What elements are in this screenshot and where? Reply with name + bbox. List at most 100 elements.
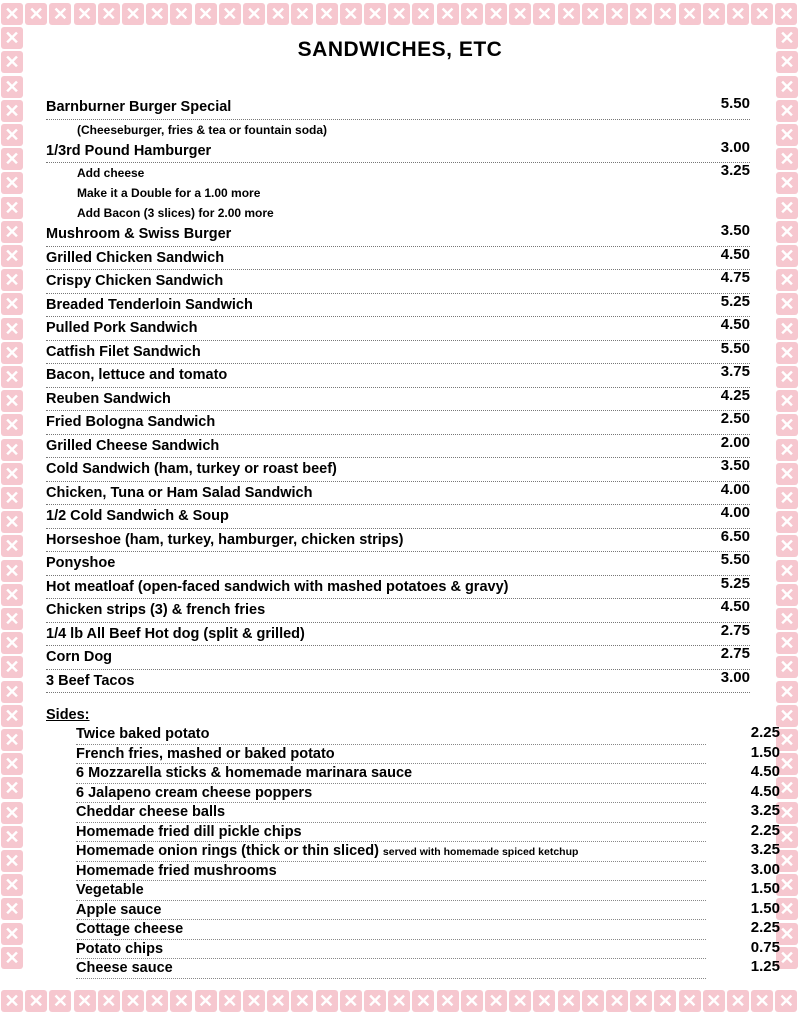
menu-item-option: Make it a Double for a 1.00 more [46, 183, 750, 203]
side-name: Homemade onion rings (thick or thin slic… [76, 843, 379, 859]
menu-item: Fried Bologna Sandwich 2.50 [46, 410, 750, 435]
side-price: 2.25 [750, 919, 780, 936]
fork-and-knife-icon: ✕ [776, 559, 798, 582]
fork-and-knife-icon: ✕ [776, 583, 798, 606]
fork-and-knife-icon: ✕ [1, 632, 23, 655]
fork-and-knife-icon: ✕ [776, 704, 798, 727]
item-name: Grilled Chicken Sandwich [46, 249, 225, 266]
fork-and-knife-icon: ✕ [1, 27, 23, 50]
side-name: Cottage cheese [76, 921, 184, 937]
item-name: Chicken, Tuna or Ham Salad Sandwich [46, 484, 313, 501]
fork-and-knife-icon: ✕ [1, 487, 23, 509]
fork-and-knife-icon: ✕ [170, 3, 193, 25]
fork-and-knife-icon: ✕ [485, 990, 507, 1012]
option-text: Make it a Double for a 1.00 more [77, 186, 261, 200]
fork-and-knife-icon: ✕ [776, 124, 798, 146]
fork-and-knife-icon: ✕ [776, 99, 798, 122]
fork-and-knife-icon: ✕ [1, 922, 23, 945]
side-item: Cheddar cheese balls 3.25 [76, 802, 780, 823]
fork-and-knife-icon: ✕ [1, 51, 23, 74]
side-item: Homemade onion rings (thick or thin slic… [76, 841, 780, 862]
fork-and-knife-icon: ✕ [1, 946, 23, 969]
fork-and-knife-icon: ✕ [776, 27, 798, 50]
fork-and-knife-icon: ✕ [460, 990, 483, 1012]
item-price: 5.50 [720, 95, 750, 112]
menu-item: Chicken, Tuna or Ham Salad Sandwich 4.00 [46, 480, 750, 505]
item-name: 1/2 Cold Sandwich & Soup [46, 508, 229, 524]
fork-and-knife-icon: ✕ [606, 3, 628, 25]
fork-and-knife-icon: ✕ [776, 148, 798, 171]
side-price: 1.50 [750, 899, 780, 917]
fork-and-knife-icon: ✕ [678, 990, 701, 1012]
fork-and-knife-icon: ✕ [1, 656, 23, 679]
item-name: Cold Sandwich (ham, turkey or roast beef… [46, 461, 337, 477]
fork-and-knife-icon: ✕ [1, 99, 23, 122]
menu-item-option: (Cheeseburger, fries & tea or fountain s… [46, 120, 750, 140]
fork-and-knife-icon: ✕ [1, 608, 23, 630]
fork-and-knife-icon: ✕ [1, 245, 23, 267]
item-price: 3.75 [720, 363, 750, 380]
fork-and-knife-icon: ✕ [1, 990, 23, 1012]
fork-and-knife-icon: ✕ [1, 390, 23, 413]
item-name: Chicken strips (3) & french fries [46, 602, 266, 618]
fork-and-knife-icon: ✕ [25, 990, 48, 1012]
fork-and-knife-icon: ✕ [776, 317, 798, 340]
side-name: French fries, mashed or baked potato [76, 745, 335, 762]
fork-and-knife-icon: ✕ [776, 753, 798, 776]
fork-and-knife-icon: ✕ [776, 850, 798, 872]
fork-and-knife-icon: ✕ [751, 990, 774, 1012]
item-name: Mushroom & Swiss Burger [46, 226, 232, 242]
item-name: 1/4 lb All Beef Hot dog (split & grilled… [46, 625, 305, 642]
fork-and-knife-icon: ✕ [702, 990, 725, 1012]
side-price: 2.25 [750, 821, 780, 839]
item-price: 2.00 [720, 433, 750, 451]
fork-and-knife-icon: ✕ [1, 462, 23, 485]
side-price: 1.50 [750, 880, 780, 897]
fork-and-knife-icon: ✕ [1, 366, 23, 388]
fork-and-knife-icon: ✕ [751, 3, 774, 25]
fork-and-knife-icon: ✕ [339, 990, 362, 1012]
side-item: 6 Mozzarella sticks & homemade marinara … [76, 763, 780, 784]
fork-and-knife-icon: ✕ [1, 559, 23, 582]
fork-and-knife-icon: ✕ [1, 269, 23, 292]
fork-and-knife-icon: ✕ [509, 990, 532, 1012]
fork-and-knife-icon: ✕ [776, 51, 798, 74]
fork-and-knife-icon: ✕ [776, 946, 798, 969]
fork-and-knife-icon: ✕ [727, 990, 749, 1012]
item-price: 4.00 [720, 480, 750, 498]
menu-item: Hot meatloaf (open-faced sandwich with m… [46, 575, 750, 599]
fork-and-knife-icon: ✕ [49, 3, 72, 25]
side-item: French fries, mashed or baked potato 1.50 [76, 744, 780, 764]
fork-and-knife-icon: ✕ [776, 656, 798, 679]
item-name: Pulled Pork Sandwich [46, 320, 198, 336]
item-price: 3.50 [720, 222, 750, 239]
menu-item: Ponyshoe 5.50 [46, 551, 750, 576]
item-price: 5.50 [720, 551, 750, 568]
fork-and-knife-icon: ✕ [775, 3, 798, 25]
item-price: 6.50 [720, 527, 750, 545]
menu-item: Barnburner Burger Special 5.50 [46, 95, 750, 120]
fork-and-knife-icon: ✕ [1, 753, 23, 776]
item-name: Horseshoe (ham, turkey, hamburger, chick… [46, 531, 404, 548]
sides-heading: Sides: [46, 707, 90, 723]
fork-and-knife-icon: ✕ [678, 3, 701, 25]
fork-and-knife-icon: ✕ [727, 3, 749, 25]
item-name: Catfish Filet Sandwich [46, 343, 201, 360]
side-name: Twice baked potato [76, 726, 210, 742]
side-item: Potato chips 0.75 [76, 939, 780, 959]
fork-and-knife-icon: ✕ [776, 196, 798, 219]
fork-and-knife-icon: ✕ [194, 3, 217, 25]
menu-item: Corn Dog 2.75 [46, 645, 750, 670]
fork-and-knife-icon: ✕ [776, 777, 798, 800]
fork-and-knife-icon: ✕ [122, 990, 144, 1012]
side-name: Apple sauce [76, 901, 162, 918]
fork-and-knife-icon: ✕ [1, 874, 23, 897]
fork-and-knife-icon: ✕ [436, 990, 459, 1012]
side-item: Twice baked potato 2.25 [76, 724, 780, 745]
menu-item: Catfish Filet Sandwich 5.50 [46, 340, 750, 364]
fork-and-knife-icon: ✕ [1, 777, 23, 800]
fork-and-knife-icon: ✕ [146, 990, 169, 1012]
fork-and-knife-icon: ✕ [291, 990, 314, 1012]
fork-and-knife-icon: ✕ [1, 704, 23, 727]
fork-and-knife-icon: ✕ [25, 3, 48, 25]
